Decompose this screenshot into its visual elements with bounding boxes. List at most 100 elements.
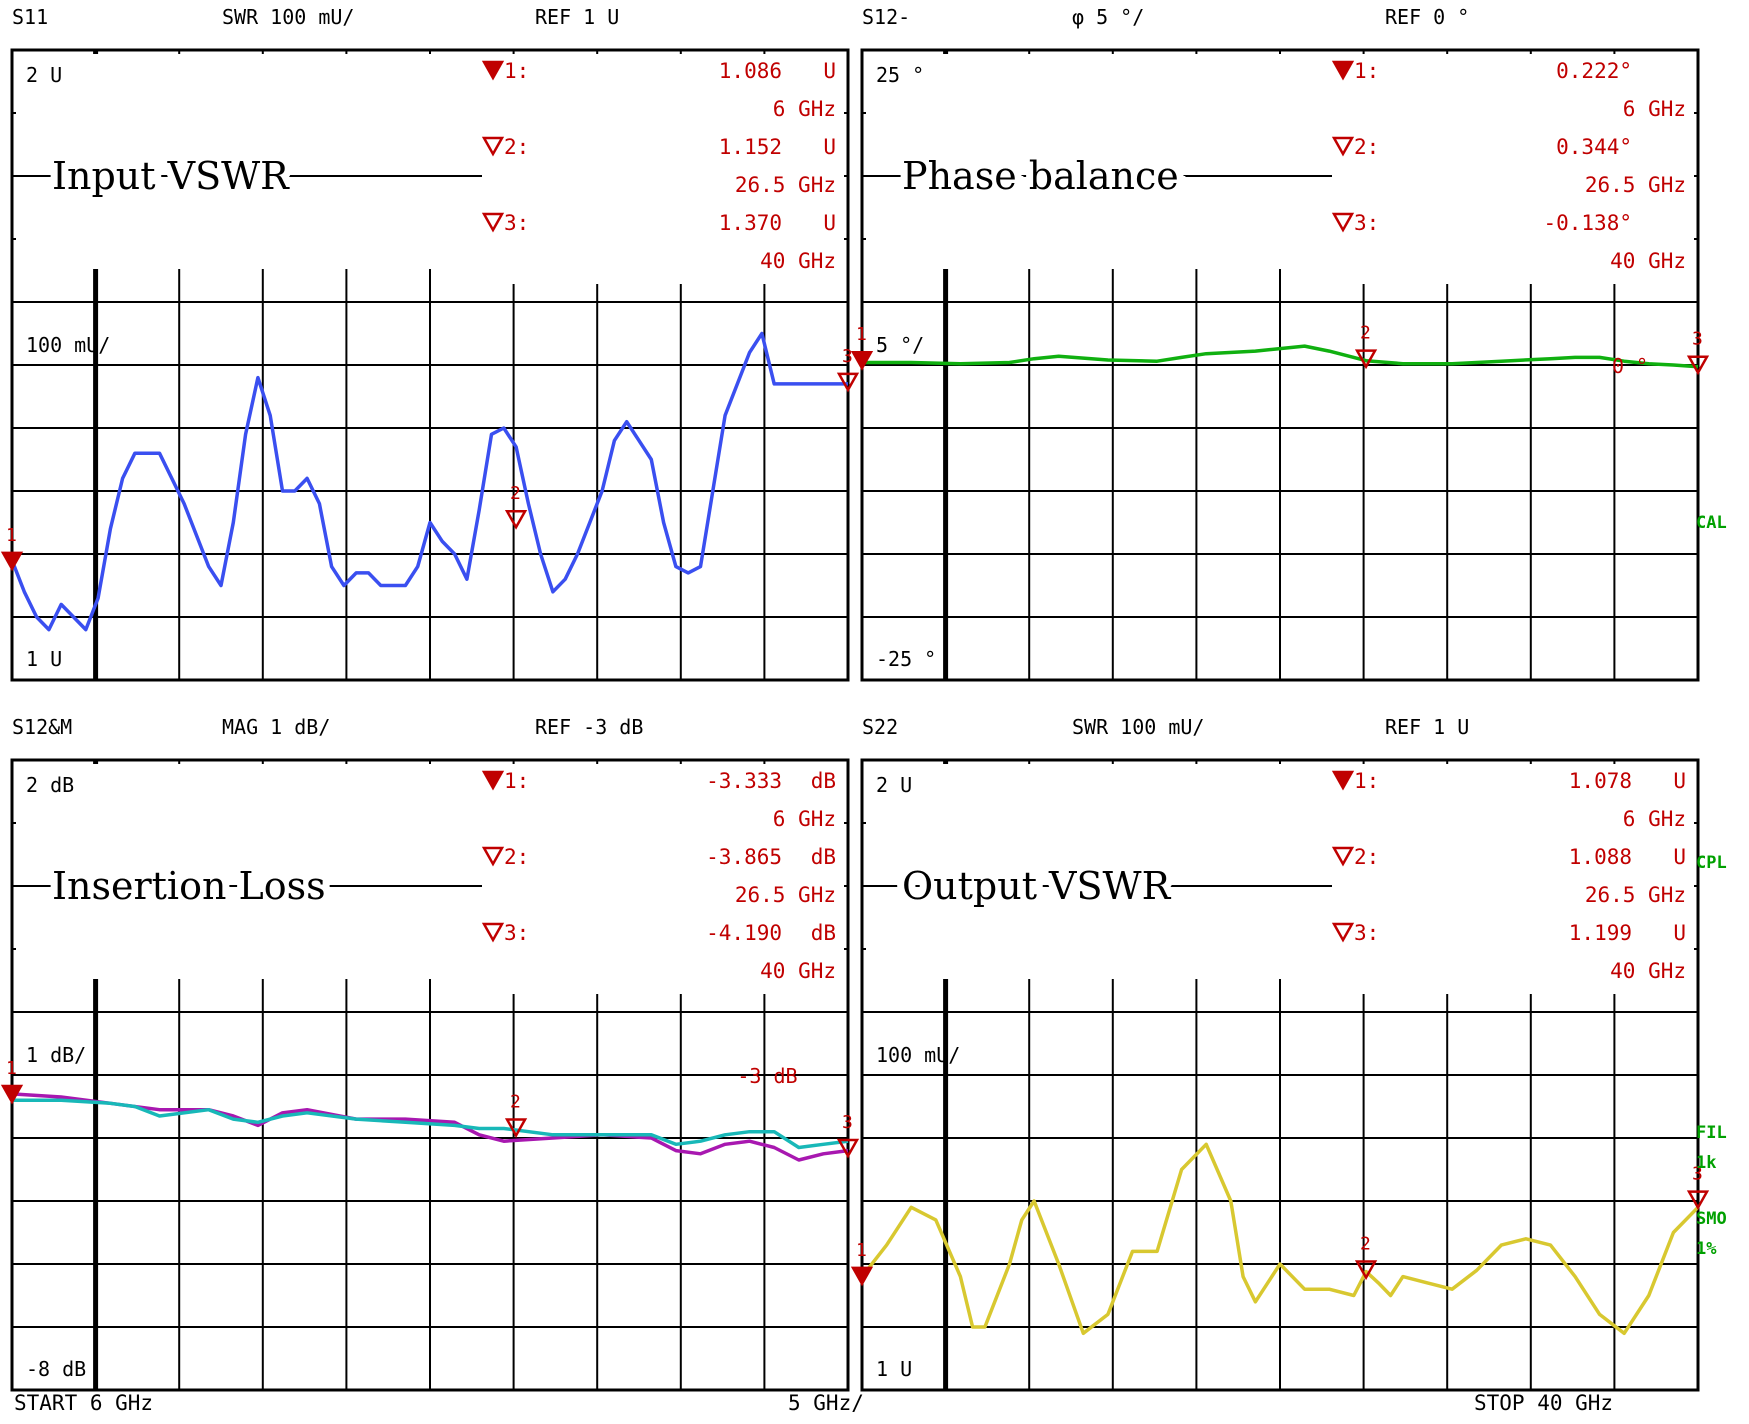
readout-marker-symbol	[481, 846, 505, 867]
chart-title: Insertion Loss	[52, 864, 326, 908]
scale-bottom-label: 1 U	[876, 1357, 912, 1381]
series-trace-1	[862, 344, 1699, 369]
readout-marker-symbol	[1331, 212, 1355, 233]
marker-3-id: 3	[842, 1112, 853, 1133]
reference-label: REF 1 U	[535, 5, 619, 29]
scale-top-label: 2 dB	[26, 773, 74, 797]
marker-2-symbol	[504, 1118, 528, 1139]
scale-top-label: 2 U	[26, 63, 62, 87]
channel-label: S12&M	[12, 715, 72, 739]
scale-ref-label: 1 dB/	[26, 1043, 86, 1067]
marker-1-id: 1	[6, 1058, 17, 1079]
readout-marker-value: 0.222°	[1556, 59, 1632, 83]
readout-marker-unit: dB	[811, 769, 836, 793]
footer: START 6 GHz 5 GHz/ STOP 40 GHz	[14, 1391, 1613, 1415]
readout-marker-id: 2:	[504, 845, 529, 869]
channel-label: S12-	[862, 5, 910, 29]
readout-marker-unit: U	[823, 211, 836, 235]
side-label-1k: 1k	[1696, 1153, 1716, 1173]
side-label-1pct: 1%	[1696, 1239, 1717, 1259]
readout-marker-id: 1:	[504, 769, 529, 793]
marker-3-id: 3	[1692, 1164, 1703, 1185]
marker-2-symbol	[504, 509, 528, 530]
readout-marker-symbol	[1331, 60, 1355, 81]
scale-top-label: 2 U	[876, 773, 912, 797]
readout-marker-frequency: 6 GHz	[773, 97, 836, 121]
annotation-label: 0 °	[1612, 354, 1648, 378]
marker-2-id: 2	[1360, 323, 1371, 344]
readout-marker-frequency: 6 GHz	[773, 807, 836, 831]
scale-ref-label: 100 mU/	[26, 333, 110, 357]
readout-marker-frequency: 6 GHz	[1623, 807, 1686, 831]
panel-output-vswr: S22 SWR 100 mU/REF 1 U Output VSWR 2 U 100 m…	[850, 715, 1710, 1392]
reference-label: REF -3 dB	[535, 715, 643, 739]
scale-ref-label: 100 mU/	[876, 1043, 960, 1067]
scale-bottom-label: 1 U	[26, 647, 62, 671]
readout-marker-id: 3:	[504, 921, 529, 945]
reference-label: REF 1 U	[1385, 715, 1469, 739]
scale-top-label: 25 °	[876, 63, 924, 87]
marker-3-symbol	[1686, 1190, 1710, 1211]
readout-marker-value: -0.138°	[1543, 211, 1632, 235]
marker-1-symbol	[850, 1266, 874, 1287]
readout-marker-value: 0.344°	[1556, 135, 1632, 159]
format-label: SWR 100 mU/	[222, 5, 354, 29]
reference-label: REF 0 °	[1385, 5, 1469, 29]
readout-marker-id: 1:	[1354, 59, 1379, 83]
marker-readout-backdrop	[482, 54, 844, 284]
readout-marker-id: 1:	[1354, 769, 1379, 793]
panel-insertion-loss: S12&M MAG 1 dB/REF -3 dB Insertion Loss 2 d…	[0, 715, 860, 1392]
readout-marker-symbol	[481, 770, 505, 791]
marker-readout-backdrop	[1332, 54, 1694, 284]
readout-marker-value: -4.190	[706, 921, 782, 945]
readout-marker-symbol	[481, 212, 505, 233]
scale-ref-label: 5 °/	[876, 333, 924, 357]
readout-marker-unit: U	[823, 135, 836, 159]
readout-marker-value: 1.152	[719, 135, 782, 159]
readout-marker-value: 1.078	[1569, 769, 1632, 793]
readout-marker-symbol	[1331, 770, 1355, 791]
readout-marker-symbol	[1331, 846, 1355, 867]
readout-marker-symbol	[481, 60, 505, 81]
readout-marker-frequency: 40 GHz	[760, 249, 836, 273]
marker-1-id: 1	[856, 1240, 867, 1261]
side-label-cal: CAL	[1696, 513, 1727, 533]
readout-marker-frequency: 26.5 GHz	[1585, 173, 1686, 197]
series-trace-1	[10, 331, 848, 632]
marker-2-symbol	[1354, 1260, 1378, 1281]
readout-marker-value: -3.865	[706, 845, 782, 869]
format-label: φ 5 °/	[1072, 5, 1144, 29]
marker-3-symbol	[1686, 355, 1710, 376]
title-backdrop	[16, 54, 536, 269]
readout-marker-id: 2:	[1354, 845, 1379, 869]
chart-title: Input VSWR	[52, 154, 290, 198]
marker-1-symbol	[0, 551, 24, 572]
readout-marker-value: 1.370	[719, 211, 782, 235]
readout-marker-value: -3.333	[706, 769, 782, 793]
side-labels: CAL CPL FIL 1k SMO 1%	[1696, 513, 1727, 1259]
series-trace-1	[860, 1142, 1700, 1336]
readout-marker-unit: dB	[811, 845, 836, 869]
readout-marker-frequency: 26.5 GHz	[735, 883, 836, 907]
readout-marker-symbol	[1331, 922, 1355, 943]
readout-marker-unit: U	[823, 59, 836, 83]
chart-title: Output VSWR	[902, 864, 1172, 908]
readout-marker-symbol	[1331, 136, 1355, 157]
series-trace-2	[12, 1098, 849, 1150]
readout-marker-frequency: 6 GHz	[1623, 97, 1686, 121]
readout-marker-frequency: 26.5 GHz	[1585, 883, 1686, 907]
marker-1-symbol	[850, 350, 874, 371]
marker-3-id: 3	[1692, 329, 1703, 350]
side-label-smo: SMO	[1696, 1209, 1727, 1229]
marker-readout-backdrop	[1332, 764, 1694, 994]
title-backdrop	[866, 54, 1386, 269]
chart-title: Phase balance	[902, 154, 1179, 198]
readout-marker-id: 3:	[1354, 211, 1379, 235]
format-label: SWR 100 mU/	[1072, 715, 1204, 739]
marker-2-id: 2	[510, 1091, 521, 1112]
marker-3-symbol	[836, 372, 860, 393]
readout-marker-frequency: 40 GHz	[1610, 249, 1686, 273]
readout-marker-unit: U	[1673, 769, 1686, 793]
readout-marker-id: 3:	[1354, 921, 1379, 945]
